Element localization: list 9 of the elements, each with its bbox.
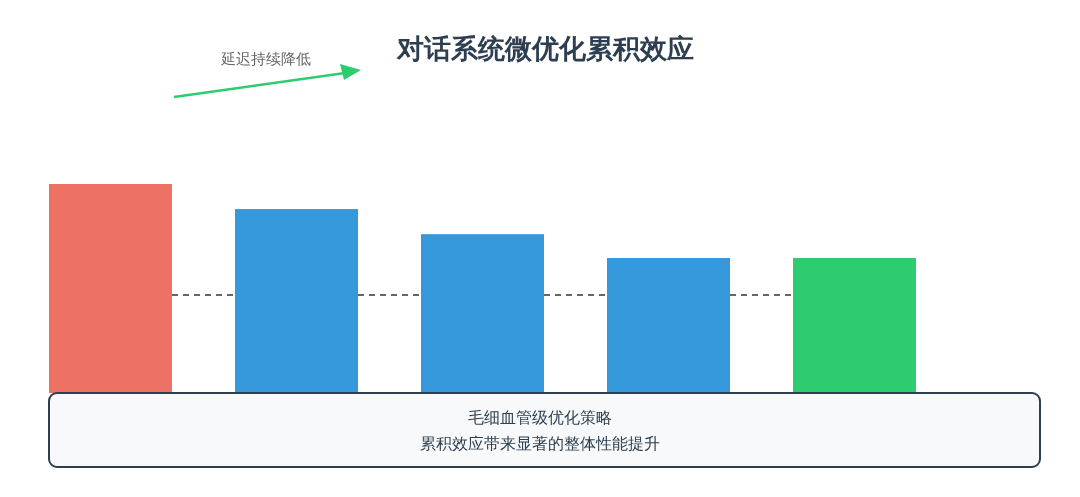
bar [49,184,172,393]
bar [421,234,544,393]
bar [607,257,730,393]
chart-title: 对话系统微优化累积效应 [395,33,694,64]
text: 毛细血管级优化策略 [468,408,612,427]
text: 延迟持续降低 [220,50,311,68]
bar [793,257,916,393]
text: 累积效应带来显著的整体性能提升 [420,434,660,453]
bar [235,209,358,393]
